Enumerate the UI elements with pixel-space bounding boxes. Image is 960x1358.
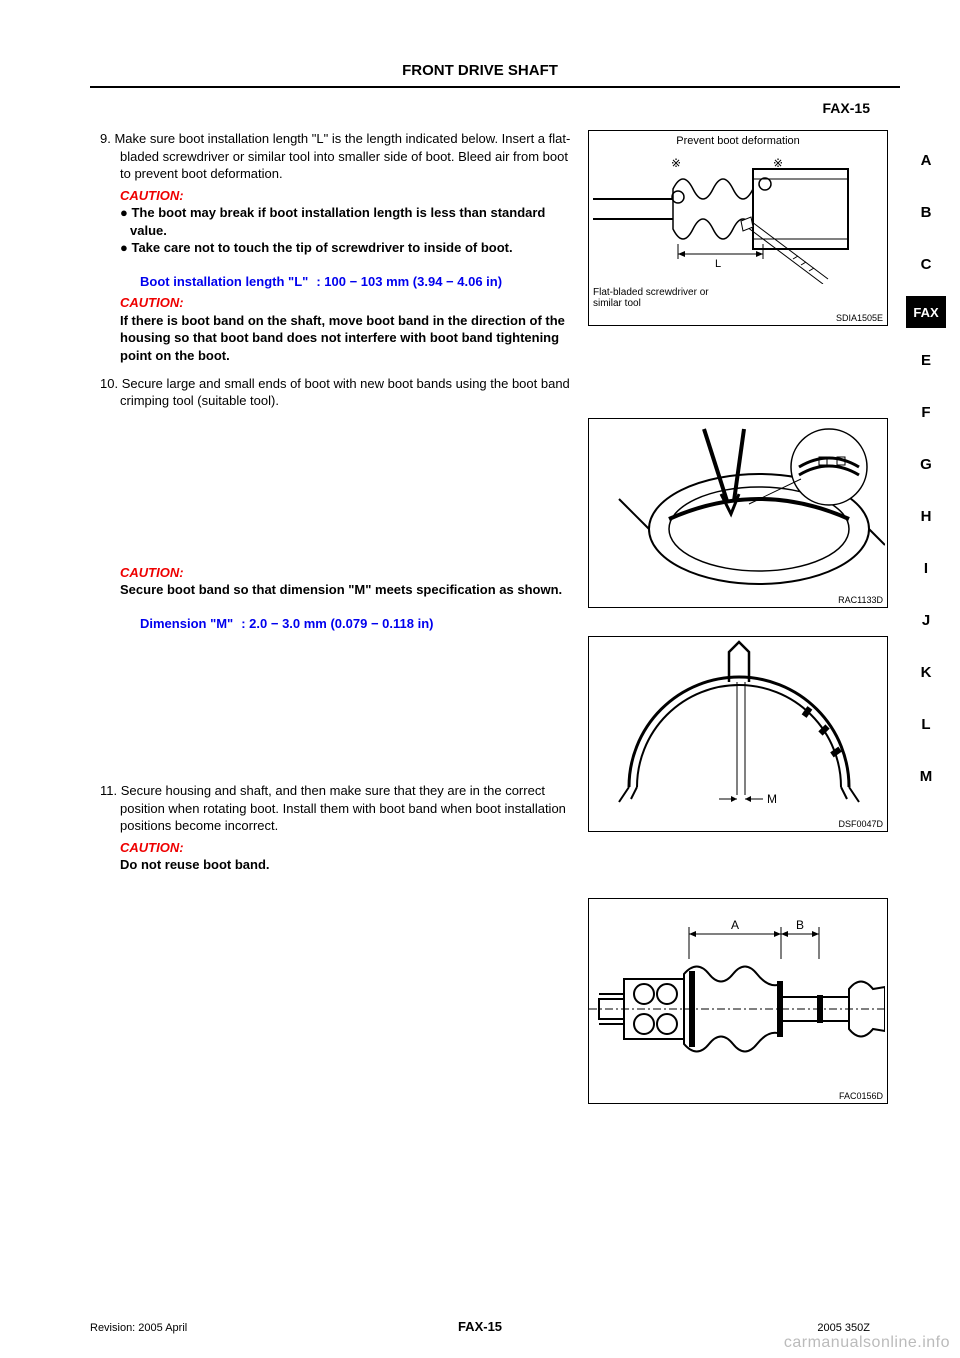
spec-label: Dimension "M" [140,615,233,633]
spec-2: Dimension "M" : 2.0 − 3.0 mm (0.079 − 0.… [100,615,580,633]
caution-bullet: ● Take care not to touch the tip of scre… [100,239,580,257]
header-divider [90,86,900,88]
step-text: Secure large and small ends of boot with… [120,376,570,409]
tab-c: C [906,244,946,284]
B-label: B [796,918,804,932]
figure-2: RAC1133D [588,418,888,608]
page-number: FAX-15 [823,100,870,116]
watermark: carmanualsonline.info [784,1334,950,1352]
L-label: L [715,258,721,270]
step-num: 11. [100,783,117,798]
caution-bullet: ● The boot may break if boot installatio… [100,204,580,239]
caution-label: CAUTION: [100,187,580,205]
svg-text:※: ※ [773,156,783,170]
step-11: 11. Secure housing and shaft, and then m… [100,782,580,835]
tab-f: F [906,392,946,432]
tab-h: H [906,496,946,536]
section-code: FAX-15 [0,1319,960,1334]
step-10: 10. Secure large and small ends of boot … [100,375,580,410]
tab-fax: FAX [906,296,946,328]
step-text: Make sure boot installation length "L" i… [114,131,570,181]
step-9: 9. Make sure boot installation length "L… [100,130,580,183]
spec-1: Boot installation length "L" : 100 − 103… [100,273,580,291]
tab-e: E [906,340,946,380]
model: 2005 350Z [817,1322,870,1334]
M-label: M [767,792,777,806]
caution-text: Do not reuse boot band. [100,856,580,874]
svg-text:※: ※ [671,156,681,170]
side-tabs: A B C FAX E F G H I J K L M [906,140,946,808]
content: 9. Make sure boot installation length "L… [100,130,580,874]
page: FRONT DRIVE SHAFT FAX-15 A B C FAX E F G… [0,0,960,1358]
caution-text: If there is boot band on the shaft, move… [100,312,580,365]
spec-value: : 2.0 − 3.0 mm (0.079 − 0.118 in) [233,615,433,633]
spec-label: Boot installation length "L" [140,273,308,291]
tab-g: G [906,444,946,484]
step-num: 10. [100,376,118,391]
tab-m: M [906,756,946,796]
fig1-title: Prevent boot deformation [593,135,883,147]
fig2-code: RAC1133D [589,593,887,607]
step-num: 9. [100,131,111,146]
fig4-code: FAC0156D [589,1089,887,1103]
figure-1: Prevent boot deformation ※ ※ [588,130,888,326]
A-label: A [731,918,739,932]
fig4-svg: A B [589,899,885,1089]
tab-j: J [906,600,946,640]
caution-text: Secure boot band so that dimension "M" m… [100,581,580,599]
caution-text: The boot may break if boot installation … [130,205,545,238]
tab-i: I [906,548,946,588]
figure-3: M DSF0047D [588,636,888,832]
fig3-svg: M [589,637,885,817]
caution-text: Take care not to touch the tip of screwd… [131,240,512,255]
caution-label: CAUTION: [100,564,580,582]
page-title: FRONT DRIVE SHAFT [0,62,960,79]
tab-k: K [906,652,946,692]
caution-label: CAUTION: [100,839,580,857]
figure-4: A B [588,898,888,1104]
tab-a: A [906,140,946,180]
fig1-svg: ※ ※ L [593,149,883,284]
fig3-code: DSF0047D [589,817,887,831]
tab-l: L [906,704,946,744]
fig1-code: SDIA1505E [589,311,887,325]
tab-b: B [906,192,946,232]
spec-value: : 100 − 103 mm (3.94 − 4.06 in) [308,273,502,291]
caution-label: CAUTION: [100,294,580,312]
fig1-note: Flat-bladed screwdriver or similar tool [593,287,723,309]
fig2-svg [589,419,885,593]
step-text: Secure housing and shaft, and then make … [120,783,566,833]
